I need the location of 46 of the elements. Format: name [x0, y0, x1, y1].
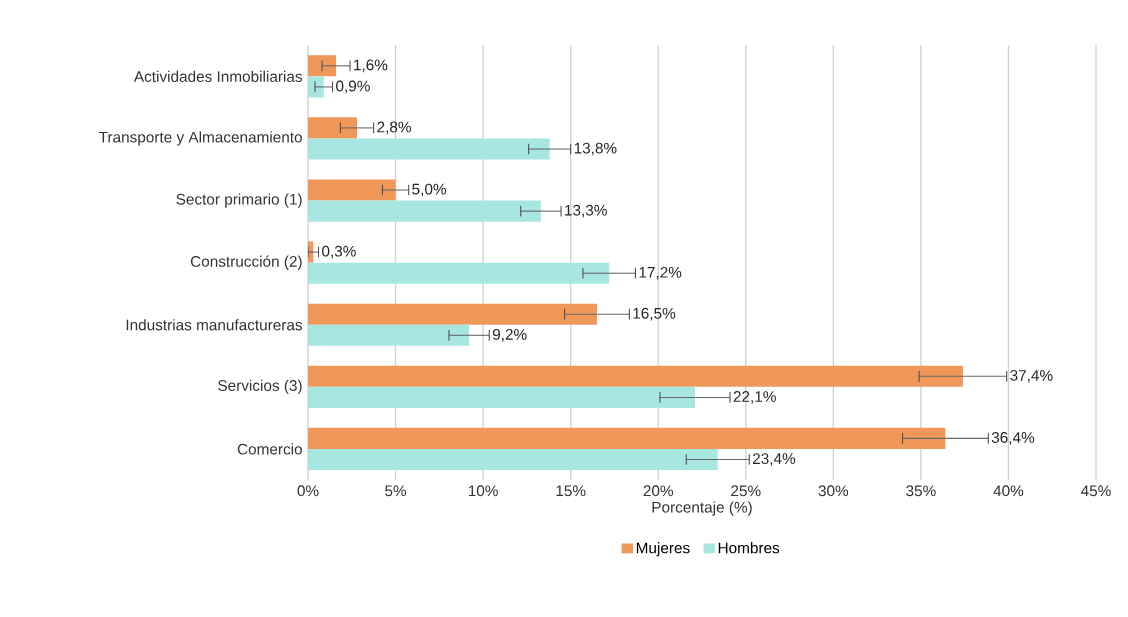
legend-label: Hombres [718, 541, 780, 554]
data-label: 23,4% [752, 453, 796, 466]
data-label: 2,8% [377, 121, 412, 135]
legend-label: Mujeres [636, 541, 690, 557]
y-tick-label: Actividades Inmobiliarias [133, 70, 303, 82]
x-tick-label: 15% [556, 485, 586, 496]
bar [308, 55, 337, 77]
x-tick-label: 20% [643, 485, 674, 497]
bar [308, 427, 946, 449]
y-tick-label: Transporte y Almacenamiento [98, 131, 302, 146]
bar [308, 324, 470, 346]
x-axis-title: Porcentaje (%) [652, 501, 752, 516]
bar [308, 117, 358, 139]
x-tick-label: 10% [468, 485, 498, 497]
data-label: 17,2% [639, 266, 682, 280]
x-tick-label: 0% [297, 485, 319, 497]
bar [308, 200, 541, 222]
bar [308, 386, 695, 408]
bar [308, 262, 610, 284]
bar [308, 179, 396, 201]
bar [308, 303, 597, 325]
data-label: 5,0% [412, 183, 447, 197]
data-label: 1,6% [354, 59, 388, 72]
x-tick-label: 45% [1081, 485, 1111, 496]
data-label: 0,3% [322, 245, 356, 259]
y-tick-label: Comercio [237, 443, 302, 455]
data-label: 9,2% [492, 328, 527, 342]
data-label: 13,3% [565, 204, 607, 218]
x-tick-label: 25% [731, 485, 761, 497]
x-tick-label: 5% [385, 485, 407, 496]
bar [308, 448, 718, 470]
bar [308, 138, 550, 160]
y-tick-label: Construcción (2) [190, 255, 302, 270]
x-tick-label: 30% [818, 485, 849, 497]
data-label: 16,5% [633, 307, 676, 321]
data-label: 36,4% [991, 431, 1035, 445]
bar [308, 365, 963, 387]
y-tick-label: Industrias manufactureras [126, 318, 303, 331]
x-tick-label: 35% [906, 485, 936, 497]
y-tick-label: Sector primario (1) [176, 193, 302, 208]
data-label: 13,8% [574, 142, 617, 156]
x-tick-label: 40% [993, 485, 1024, 497]
data-label: 22,1% [733, 390, 776, 404]
y-tick-label: Servicios (3) [218, 379, 302, 394]
data-label: 37,4% [1010, 369, 1053, 383]
data-label: 0,9% [336, 80, 370, 94]
